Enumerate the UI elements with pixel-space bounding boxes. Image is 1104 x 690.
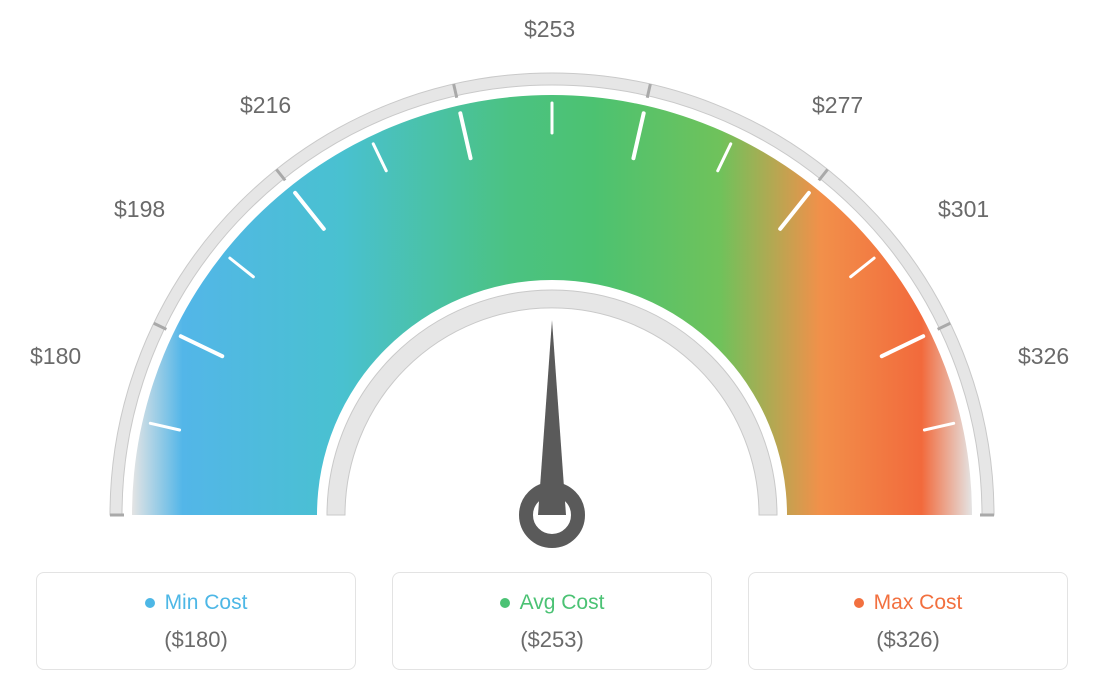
gauge-chart: $180 $198 $216 $253 $277 $301 $326: [0, 0, 1104, 560]
gauge-svg: [0, 15, 1104, 575]
legend-max: Max Cost ($326): [748, 572, 1068, 670]
legend-avg-title: Avg Cost: [500, 591, 605, 615]
legend-max-label: Max Cost: [874, 591, 963, 615]
legend-min-value: ($180): [47, 627, 345, 653]
gauge-tick-label: $216: [240, 92, 291, 119]
gauge-tick-label: $277: [812, 92, 863, 119]
gauge-tick-label: $301: [938, 196, 989, 223]
legend-max-title: Max Cost: [854, 591, 963, 615]
legend-min-title: Min Cost: [145, 591, 248, 615]
legend-min: Min Cost ($180): [36, 572, 356, 670]
dot-icon: [145, 598, 155, 608]
dot-icon: [500, 598, 510, 608]
legend-avg: Avg Cost ($253): [392, 572, 712, 670]
legend-avg-value: ($253): [403, 627, 701, 653]
gauge-tick-label: $326: [1018, 343, 1069, 370]
legend-row: Min Cost ($180) Avg Cost ($253) Max Cost…: [0, 572, 1104, 670]
legend-min-label: Min Cost: [165, 591, 248, 615]
legend-avg-label: Avg Cost: [520, 591, 605, 615]
dot-icon: [854, 598, 864, 608]
legend-max-value: ($326): [759, 627, 1057, 653]
gauge-tick-label: $198: [114, 196, 165, 223]
gauge-tick-label: $180: [30, 343, 81, 370]
gauge-tick-label: $253: [524, 16, 575, 43]
